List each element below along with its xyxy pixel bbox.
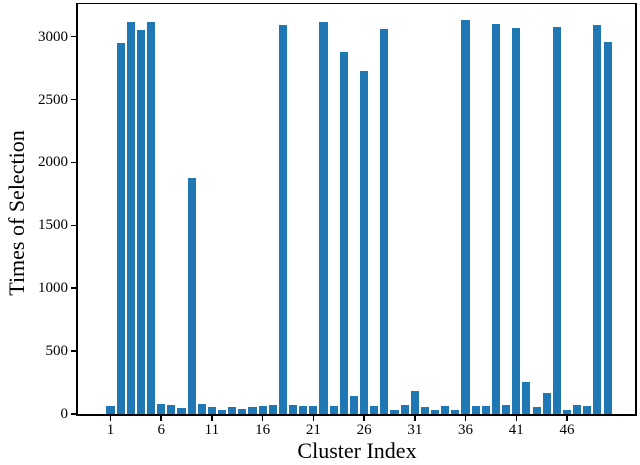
bar-cluster-44 — [542, 392, 551, 414]
x-tick-label: 41 — [508, 422, 524, 438]
bar-cluster-10 — [197, 403, 206, 414]
x-tick-label: 31 — [407, 422, 423, 438]
y-tick-label: 2500 — [38, 91, 68, 108]
y-tick-label: 3000 — [38, 28, 68, 45]
x-tick-mark — [414, 416, 416, 421]
y-tick-mark — [71, 224, 76, 227]
bar-cluster-1 — [106, 405, 115, 414]
bar-cluster-27 — [370, 405, 379, 414]
bar-cluster-41 — [512, 27, 521, 414]
x-tick-mark — [515, 416, 518, 421]
x-tick-mark — [363, 416, 365, 421]
bar-cluster-34 — [441, 406, 450, 414]
bar-cluster-3 — [126, 21, 135, 414]
x-tick-mark — [160, 416, 162, 421]
bar-cluster-4 — [136, 30, 145, 414]
bar-cluster-40 — [502, 405, 511, 414]
bar-cluster-17 — [268, 405, 277, 414]
x-tick-mark — [566, 416, 568, 421]
bar-cluster-45 — [552, 26, 561, 414]
bar-cluster-30 — [400, 405, 409, 414]
x-tick-mark — [109, 416, 112, 421]
bar-cluster-47 — [573, 405, 582, 414]
bar-cluster-19 — [289, 405, 298, 414]
y-tick-label: 0 — [60, 406, 69, 422]
x-tick-mark — [312, 416, 315, 421]
bar-cluster-11 — [207, 407, 216, 414]
bar-cluster-9 — [187, 177, 196, 414]
bar-cluster-25 — [349, 395, 358, 414]
x-tick-mark — [211, 416, 213, 421]
y-tick-label: 500 — [45, 343, 69, 360]
bar-cluster-37 — [471, 405, 480, 414]
x-tick-label: 11 — [204, 422, 220, 438]
bar-cluster-15 — [248, 407, 257, 414]
y-tick-mark — [71, 161, 76, 164]
bar-cluster-39 — [491, 24, 501, 414]
bar-cluster-35 — [451, 409, 460, 414]
bar-cluster-24 — [339, 51, 348, 414]
bar-cluster-8 — [177, 408, 186, 414]
bar-cluster-49 — [593, 25, 602, 414]
y-tick-mark — [71, 287, 76, 289]
bar-cluster-29 — [390, 410, 399, 414]
x-tick-label: 26 — [356, 422, 372, 438]
bar-cluster-21 — [309, 405, 318, 414]
bar-cluster-13 — [228, 407, 237, 414]
bar-cluster-26 — [360, 70, 369, 414]
bar-cluster-28 — [380, 29, 389, 414]
y-tick-label: 2000 — [38, 154, 68, 171]
bar-cluster-6 — [157, 403, 166, 414]
bar-cluster-5 — [146, 21, 156, 414]
bars-layer — [78, 4, 636, 414]
y-tick-mark — [71, 35, 76, 38]
bar-cluster-32 — [420, 407, 430, 414]
y-axis-label: Times of Selection — [4, 130, 29, 296]
x-tick-mark — [261, 416, 264, 421]
x-tick-label: 46 — [559, 422, 575, 438]
bar-cluster-31 — [410, 391, 419, 414]
y-tick-label: 1500 — [38, 217, 68, 234]
bar-cluster-23 — [329, 405, 338, 414]
y-tick-mark — [71, 98, 76, 101]
bar-cluster-46 — [562, 410, 572, 414]
bar-cluster-16 — [258, 405, 267, 414]
bar-cluster-48 — [583, 405, 592, 414]
y-tick-label: 1000 — [38, 280, 68, 297]
x-tick-label: 16 — [255, 422, 271, 438]
x-tick-mark — [464, 416, 467, 421]
bar-cluster-22 — [319, 21, 328, 414]
bar-cluster-18 — [278, 25, 287, 414]
bar-cluster-43 — [532, 407, 541, 414]
bar-cluster-50 — [603, 41, 612, 414]
bar-cluster-12 — [218, 409, 227, 414]
bar-cluster-42 — [522, 381, 531, 414]
bar-cluster-38 — [481, 405, 490, 414]
bar-cluster-2 — [116, 43, 125, 414]
bar-cluster-36 — [461, 20, 470, 414]
y-tick-mark — [71, 350, 76, 352]
bar-cluster-7 — [167, 404, 176, 414]
bar-cluster-33 — [431, 409, 440, 414]
plot-area — [76, 3, 637, 416]
bar-cluster-20 — [299, 406, 308, 414]
x-tick-label: 1 — [106, 422, 115, 438]
x-tick-label: 36 — [458, 422, 474, 438]
x-axis-label: Cluster Index — [297, 438, 417, 463]
x-tick-label: 6 — [157, 422, 165, 438]
y-tick-mark — [71, 413, 76, 415]
x-tick-label: 21 — [305, 422, 321, 438]
bar-cluster-14 — [238, 408, 247, 414]
